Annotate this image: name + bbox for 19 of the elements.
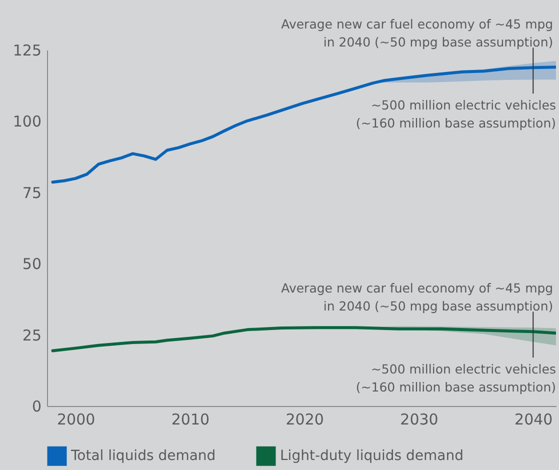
y-tick-label: 0 xyxy=(32,398,42,416)
annotation: ~500 million electric vehicles (~160 million base assumption) xyxy=(356,98,556,131)
x-tick-label: 2020 xyxy=(286,410,324,428)
legend-label: Total liquids demand xyxy=(70,448,216,464)
annotation: Average new car fuel economy of ~45 mpg in 2040 (~50 mpg base assumption) xyxy=(281,280,554,314)
line-series xyxy=(51,326,556,352)
x-tick-label: 2040 xyxy=(514,410,553,428)
line-series xyxy=(51,66,556,184)
annotation: ~500 million electric vehicles (~160 million base assumption) xyxy=(356,362,556,395)
y-tick-label: 100 xyxy=(12,112,42,131)
x-tick-label: 2000 xyxy=(57,410,96,428)
legend-label: Light-duty liquids demand xyxy=(280,448,464,464)
y-tick-label: 75 xyxy=(22,184,42,202)
y-tick-label: 125 xyxy=(12,42,42,60)
annotation: Average new car fuel economy of ~45 mpg in 2040 (~50 mpg base assumption) xyxy=(281,16,554,50)
y-tick-label: 25 xyxy=(22,326,42,344)
x-tick-label: 2010 xyxy=(171,410,210,428)
y-tick-label: 50 xyxy=(22,255,42,274)
x-tick-label: 2030 xyxy=(400,410,438,428)
